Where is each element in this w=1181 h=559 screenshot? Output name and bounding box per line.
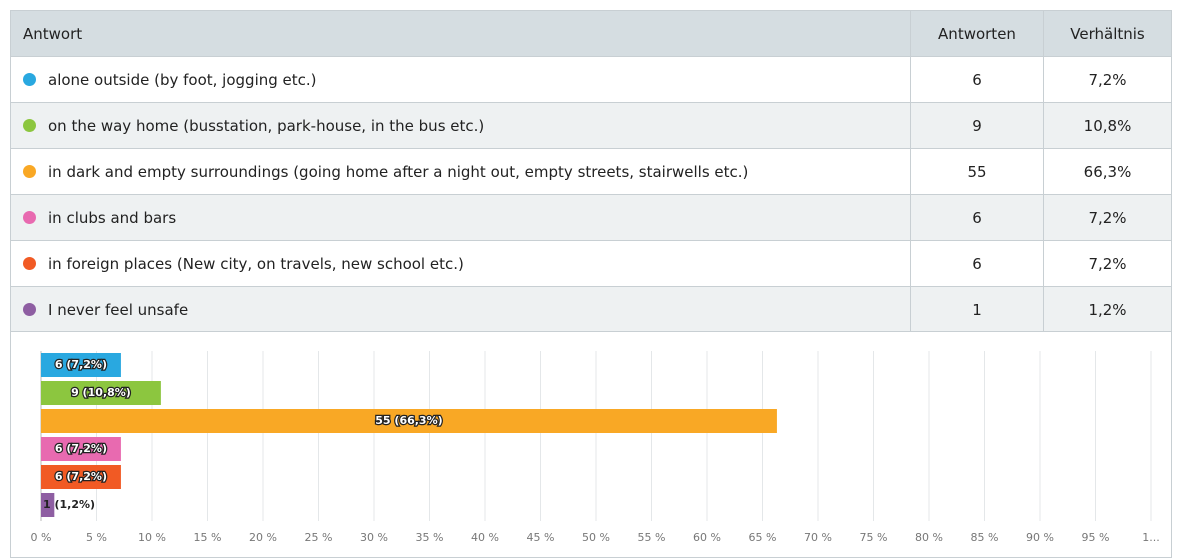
cell-value: 10,8%	[1083, 116, 1132, 135]
answer-label: I never feel unsafe	[48, 300, 189, 319]
header-row: Antwort Antworten Verhältnis	[10, 10, 1172, 57]
x-tick-label: 80 %	[915, 531, 943, 544]
cell-value: 7,2%	[1088, 254, 1127, 273]
x-tick-label: 5 %	[86, 531, 107, 544]
x-tick-label: 15 %	[194, 531, 222, 544]
color-dot	[23, 256, 36, 270]
bar	[41, 493, 55, 517]
x-tick-label: 20 %	[249, 531, 277, 544]
answer-label: on the way home (busstation, park-house,…	[48, 116, 485, 135]
answer-row: in dark and empty surroundings (going ho…	[10, 148, 1172, 195]
cell: 6	[910, 240, 1044, 287]
cell-value: 6	[972, 70, 982, 89]
color-dot	[23, 118, 36, 132]
cell-value: 7,2%	[1088, 208, 1127, 227]
answer-row: alone outside (by foot, jogging etc.) 6 7,…	[10, 56, 1172, 103]
cell: in foreign places (New city, on travels,…	[10, 240, 911, 287]
cell: I never feel unsafe	[10, 286, 911, 333]
cell: 55	[910, 148, 1044, 195]
value-label: 1 (1,2%)	[43, 498, 95, 511]
cell-value: 1,2%	[1088, 300, 1127, 319]
x-tick-label: 0 %	[31, 531, 52, 544]
answer-row: in clubs and bars 6 7,2%	[10, 194, 1172, 241]
header-cell: Antworten	[910, 10, 1044, 57]
x-tick-label: 70 %	[804, 531, 832, 544]
value-label: 6 (7,2%)	[55, 442, 107, 455]
cell-value: 7,2%	[1088, 70, 1127, 89]
cell-value: 6	[972, 208, 982, 227]
bar-chart: 0 % 5 % 10 % 15 % 20 % 25 % 30 % 35 % 40 % 45 % 50…	[10, 331, 1172, 558]
cell: 10,8%	[1043, 102, 1172, 149]
x-tick-label: 85 %	[971, 531, 999, 544]
value-label: 9 (10,8%)	[71, 386, 131, 399]
x-tick-label: 45 %	[527, 531, 555, 544]
cell: 1	[910, 286, 1044, 333]
value-label: 6 (7,2%)	[55, 358, 107, 371]
color-dot	[23, 72, 36, 86]
cell: alone outside (by foot, jogging etc.)	[10, 56, 911, 103]
x-tick-label: 65 %	[749, 531, 777, 544]
cell-value: 1	[972, 300, 982, 319]
cell-value: 9	[972, 116, 982, 135]
cell: 7,2%	[1043, 194, 1172, 241]
answer-row: on the way home (busstation, park-house,…	[10, 102, 1172, 149]
value-label: 55 (66,3%)	[375, 414, 442, 427]
x-tick-label: 25 %	[305, 531, 333, 544]
answer-table: Antwort Antworten Verhältnis alone outside …	[10, 10, 1172, 333]
x-tick-label: 30 %	[360, 531, 388, 544]
bar	[41, 381, 161, 405]
cell: 6	[910, 194, 1044, 241]
bar	[41, 437, 121, 461]
color-dot	[23, 164, 36, 178]
cell: on the way home (busstation, park-house,…	[10, 102, 911, 149]
cell-value: 66,3%	[1083, 162, 1132, 181]
cell: 66,3%	[1043, 148, 1172, 195]
answer-label: in foreign places (New city, on travels,…	[48, 254, 464, 273]
cell: 1,2%	[1043, 286, 1172, 333]
cell-value: 6	[972, 254, 982, 273]
x-tick-label: 10 %	[138, 531, 166, 544]
bar	[41, 353, 121, 377]
answer-label: alone outside (by foot, jogging etc.)	[48, 70, 317, 89]
x-tick-label: 95 %	[1082, 531, 1110, 544]
color-dot	[23, 210, 36, 224]
x-tick-label: 1...	[1142, 531, 1160, 544]
cell: 7,2%	[1043, 56, 1172, 103]
cell: in dark and empty surroundings (going ho…	[10, 148, 911, 195]
answer-label: in dark and empty surroundings (going ho…	[48, 162, 749, 181]
answer-row: in foreign places (New city, on travels,…	[10, 240, 1172, 287]
bar	[41, 465, 121, 489]
x-tick-label: 90 %	[1026, 531, 1054, 544]
x-tick-label: 50 %	[582, 531, 610, 544]
x-tick-label: 75 %	[860, 531, 888, 544]
x-tick-label: 35 %	[416, 531, 444, 544]
value-label: 6 (7,2%)	[55, 470, 107, 483]
answer-label: in clubs and bars	[48, 208, 177, 227]
cell: 9	[910, 102, 1044, 149]
color-dot	[23, 302, 36, 316]
cell-value: 55	[967, 162, 987, 181]
chart-frame	[10, 331, 1172, 558]
bar	[41, 409, 777, 433]
x-tick-label: 55 %	[638, 531, 666, 544]
cell: 7,2%	[1043, 240, 1172, 287]
x-tick-label: 40 %	[471, 531, 499, 544]
header-cell: Antwort	[10, 10, 911, 57]
answer-row: I never feel unsafe 1 1,2%	[10, 286, 1172, 333]
cell: 6	[910, 56, 1044, 103]
header-cell: Verhältnis	[1043, 10, 1172, 57]
x-tick-label: 60 %	[693, 531, 721, 544]
cell: in clubs and bars	[10, 194, 911, 241]
